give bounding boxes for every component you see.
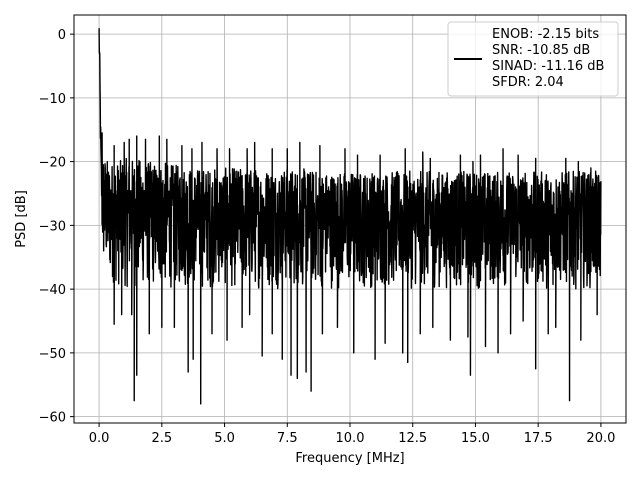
x-axis-ticks: 0.0 2.5 5.0 7.5 10.0 12.5 15.0 17.5 20.0 (89, 423, 615, 446)
y-tick-label: −10 (39, 92, 66, 107)
legend-box (447, 21, 619, 97)
y-tick-label: −60 (39, 411, 66, 426)
x-tick-label: 0.0 (89, 431, 110, 446)
x-tick-label: 17.5 (524, 431, 553, 446)
y-tick-label: 0 (58, 28, 66, 43)
x-tick-label: 10.0 (336, 431, 365, 446)
legend-sinad: SINAD: -11.16 dB (492, 59, 604, 74)
legend-snr: SNR: -10.85 dB (492, 43, 590, 58)
x-tick-label: 7.5 (277, 431, 298, 446)
y-tick-label: −40 (39, 283, 66, 298)
legend-enob: ENOB: -2.15 bits (492, 27, 599, 42)
psd-series (98, 28, 602, 405)
x-tick-label: 2.5 (151, 431, 172, 446)
legend-sfdr: SFDR: 2.04 (492, 75, 564, 90)
y-tick-label: −20 (39, 156, 66, 171)
x-tick-label: 12.5 (398, 431, 427, 446)
y-tick-label: −30 (39, 219, 66, 234)
x-axis-title: Frequency [MHz] (295, 451, 404, 466)
x-tick-label: 15.0 (461, 431, 490, 446)
legend: ENOB: -2.15 bits SNR: -10.85 dB SINAD: -… (447, 21, 619, 97)
y-axis-title: PSD [dB] (14, 190, 29, 248)
y-tick-label: −50 (39, 347, 66, 362)
x-tick-label: 20.0 (586, 431, 615, 446)
x-tick-label: 5.0 (214, 431, 235, 446)
y-axis-ticks: 0 −10 −20 −30 −40 −50 −60 (39, 28, 74, 426)
psd-trace (98, 28, 602, 405)
